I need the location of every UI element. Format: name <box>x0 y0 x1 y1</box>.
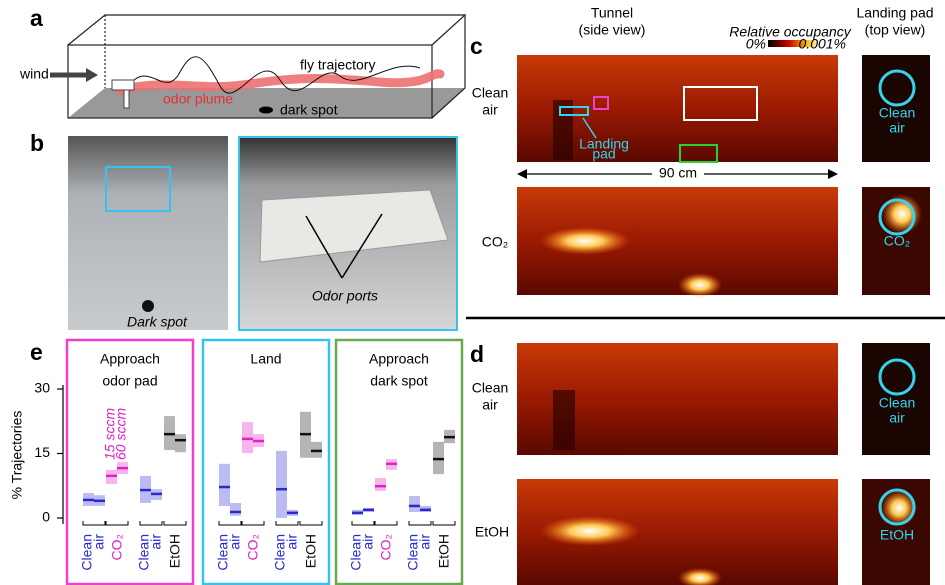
label: odor plume <box>163 91 233 107</box>
group-bracket <box>219 521 241 525</box>
panel-title: dark spot <box>370 373 428 389</box>
group-label: air <box>148 534 164 550</box>
group-label: EtOH <box>167 534 183 568</box>
y-tick-label: 30 <box>34 380 50 396</box>
pad-label: Clean <box>879 395 916 411</box>
heatmap-hotspot <box>678 273 722 297</box>
panel-letter: a <box>30 5 43 31</box>
group-bracket <box>83 521 105 525</box>
group-bracket <box>375 521 397 525</box>
range-box <box>375 478 386 491</box>
wind-arrow-head <box>86 68 98 82</box>
dark-spot-photo <box>142 300 154 312</box>
group-bracket <box>164 521 186 525</box>
panel-letter: c <box>470 33 483 59</box>
panel-title: Approach <box>100 351 160 367</box>
flow-label: 60 sccm <box>113 408 129 460</box>
row-label: air <box>482 102 498 118</box>
panel-letter: b <box>30 130 44 156</box>
group-bracket <box>352 521 374 525</box>
range-box <box>230 503 241 516</box>
heatmap-shadow <box>553 390 575 450</box>
range-box <box>276 451 287 518</box>
label: dark spot <box>280 102 338 118</box>
group-label: air <box>284 534 300 550</box>
pad-stand <box>124 90 129 108</box>
group-label: air <box>91 534 107 550</box>
colorbar-label: 0% <box>746 36 766 52</box>
row-label: Clean <box>472 85 509 101</box>
header: Landing pad <box>856 5 933 21</box>
group-bracket <box>300 521 322 525</box>
group-label: CO₂ <box>109 534 125 560</box>
panel-title: odor pad <box>102 373 157 389</box>
group-label: air <box>227 534 243 550</box>
panel-letter: d <box>470 341 484 367</box>
y-tick-label: 15 <box>34 444 50 460</box>
group-bracket <box>106 521 128 525</box>
scale-arrow <box>517 169 527 179</box>
group-bracket <box>140 521 162 525</box>
odor-pad <box>112 80 134 90</box>
group-label: air <box>360 534 376 550</box>
y-axis-label: % Trajectories <box>9 411 25 500</box>
pad-label: CO₂ <box>884 233 910 249</box>
range-box <box>219 464 230 506</box>
group-label: CO₂ <box>378 534 394 560</box>
range-box <box>409 496 420 512</box>
heatmap-hotspot <box>540 227 630 255</box>
panel-title: Approach <box>369 351 429 367</box>
row-label: air <box>482 397 498 413</box>
pad-label: air <box>889 120 905 136</box>
scale-arrow <box>828 169 838 179</box>
header: (top view) <box>865 22 926 38</box>
panel-letter: e <box>30 339 43 365</box>
scale-label: 90 cm <box>659 165 697 181</box>
panel-title: Land <box>250 351 281 367</box>
heatmap-shadow <box>553 100 573 160</box>
pad-label: air <box>889 410 905 426</box>
y-tick-label: 0 <box>42 509 50 525</box>
dark-spot-mark <box>259 107 273 114</box>
group-bracket <box>276 521 298 525</box>
group-label: EtOH <box>303 534 319 568</box>
header: Tunnel <box>591 5 633 21</box>
row-label: Clean <box>472 380 509 396</box>
label: wind <box>19 66 49 82</box>
heatmap-hotspot <box>540 516 640 546</box>
colorbar-label: 0.001% <box>799 36 846 52</box>
label: pad <box>592 146 615 162</box>
row-label: EtOH <box>475 524 509 540</box>
range-box <box>175 434 186 452</box>
tunnel-top <box>68 15 465 45</box>
figure: a b c d e wind fly trajectory odor plume… <box>0 0 945 585</box>
group-bracket <box>409 521 431 525</box>
range-box <box>242 422 253 453</box>
label: Dark spot <box>127 314 188 330</box>
group-bracket <box>242 521 264 525</box>
pad-label: EtOH <box>880 527 914 543</box>
group-label: air <box>417 534 433 550</box>
label: fly trajectory <box>300 57 375 73</box>
group-label: EtOH <box>436 534 452 568</box>
pad-label: Clean <box>879 105 916 121</box>
group-label: CO₂ <box>245 534 261 560</box>
group-bracket <box>433 521 455 525</box>
header: (side view) <box>579 22 646 38</box>
label: Odor ports <box>312 288 378 304</box>
row-label: CO₂ <box>482 234 508 250</box>
